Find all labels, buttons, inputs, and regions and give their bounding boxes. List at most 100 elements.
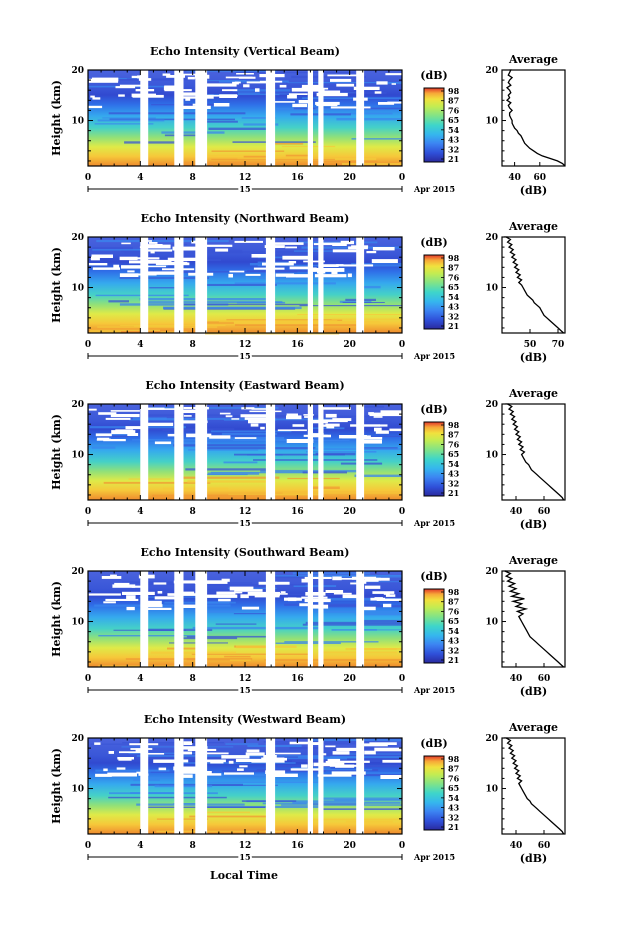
heatmap-streak <box>148 243 188 245</box>
average-title: Average <box>508 387 558 400</box>
heatmap-streak <box>149 407 279 409</box>
date-month-label: Apr 2015 <box>413 351 455 361</box>
missing-data-speckle <box>350 424 380 427</box>
heatmap-streak <box>287 415 402 418</box>
missing-data-speckle <box>122 591 155 595</box>
missing-data-speckle <box>131 75 141 79</box>
missing-data-speckle <box>304 598 331 603</box>
missing-data-speckle <box>385 594 396 597</box>
heatmap-streak <box>234 282 336 285</box>
missing-data-speckle <box>287 95 297 99</box>
colorbar-tick-label: 32 <box>448 144 459 154</box>
missing-data-speckle <box>375 430 389 434</box>
colorbar-tick-label: 76 <box>448 272 460 282</box>
missing-data-speckle <box>315 101 340 105</box>
y-tick-label: 20 <box>71 233 84 243</box>
missing-data-speckle <box>143 422 174 426</box>
y-tick-label: 20 <box>71 400 84 410</box>
colorbar-tick-label: 21 <box>448 488 459 498</box>
missing-data-speckle <box>90 256 100 261</box>
heatmap-streak <box>210 430 292 433</box>
average-title: Average <box>508 721 558 734</box>
missing-data-speckle <box>154 596 176 600</box>
heatmap-streak <box>257 593 341 596</box>
missing-data-speckle <box>335 578 357 580</box>
heatmap-streak <box>261 758 319 761</box>
beam-panel: Echo Intensity (Westward Beam) 10 20 Height… <box>50 713 566 865</box>
x-tick-label: 16 <box>291 340 304 350</box>
heatmap-streak <box>318 254 374 257</box>
missing-data-speckle <box>234 81 241 84</box>
missing-data-speckle <box>139 246 168 248</box>
missing-data-speckle <box>234 589 263 592</box>
x-tick-label: 0 <box>399 507 405 517</box>
missing-data-speckle <box>116 767 126 770</box>
heatmap-streak <box>119 303 229 306</box>
missing-data-speckle <box>241 407 255 410</box>
heatmap-streak <box>278 439 350 441</box>
missing-data-speckle <box>204 244 233 247</box>
missing-data-speckle <box>235 758 262 762</box>
data-gap <box>265 70 276 166</box>
heatmap-streak <box>229 659 252 661</box>
missing-data-speckle <box>339 435 367 439</box>
missing-data-speckle <box>167 433 175 437</box>
heatmap-streak <box>327 773 402 777</box>
missing-data-speckle <box>113 264 120 269</box>
colorbar-tick-label: 32 <box>448 478 459 488</box>
x-tick-label: 20 <box>343 507 356 517</box>
x-tick-label: 12 <box>239 173 252 183</box>
missing-data-speckle <box>149 242 158 244</box>
date-month-label: Apr 2015 <box>413 685 455 695</box>
missing-data-speckle <box>209 435 231 439</box>
heatmap-streak <box>102 117 156 119</box>
heatmap-streak <box>186 635 275 638</box>
missing-data-speckle <box>94 742 101 745</box>
missing-data-speckle <box>216 591 236 595</box>
y-tick-label: 10 <box>71 451 84 461</box>
heatmap-streak <box>294 250 356 252</box>
missing-data-speckle <box>273 242 304 245</box>
heatmap-streak <box>122 742 225 744</box>
heatmap-streak <box>207 472 260 475</box>
missing-data-speckle <box>382 759 403 763</box>
missing-data-speckle <box>301 596 328 599</box>
missing-data-speckle <box>213 103 230 107</box>
missing-data-speckle <box>321 242 346 245</box>
average-y-tick-label: 10 <box>485 451 498 461</box>
missing-data-speckle <box>311 742 322 745</box>
average-profile-line <box>504 570 565 668</box>
heatmap-streak <box>233 439 285 442</box>
missing-data-speckle <box>182 774 193 778</box>
missing-data-speckle <box>366 251 377 254</box>
data-gap <box>174 237 184 333</box>
missing-data-speckle <box>364 585 381 589</box>
x-tick-label: 12 <box>239 340 252 350</box>
missing-data-speckle <box>304 416 310 418</box>
average-profile-line <box>503 236 565 334</box>
heatmap-streak <box>150 651 236 654</box>
data-gap <box>318 571 324 667</box>
heatmap-streak <box>337 575 402 576</box>
colorbar-tick-label: 76 <box>448 606 460 616</box>
missing-data-speckle <box>119 84 145 87</box>
missing-data-speckle <box>135 748 145 752</box>
missing-data-speckle <box>136 771 143 774</box>
x-tick-label: 0 <box>399 841 405 851</box>
missing-data-speckle <box>126 595 136 600</box>
missing-data-speckle <box>234 437 257 439</box>
missing-data-speckle <box>129 260 141 264</box>
missing-data-speckle <box>206 594 238 598</box>
heatmap-streak <box>95 769 170 772</box>
heatmap-streak <box>145 417 225 420</box>
missing-data-speckle <box>114 582 130 586</box>
missing-data-speckle <box>92 97 101 100</box>
heatmap-streak <box>244 756 362 759</box>
heatmap-streak <box>286 82 377 85</box>
x-tick-label: 8 <box>190 173 196 183</box>
missing-data-speckle <box>330 106 363 109</box>
missing-data-speckle <box>260 426 265 430</box>
missing-data-speckle <box>148 600 162 605</box>
missing-data-speckle <box>279 84 287 88</box>
missing-data-speckle <box>340 240 354 245</box>
